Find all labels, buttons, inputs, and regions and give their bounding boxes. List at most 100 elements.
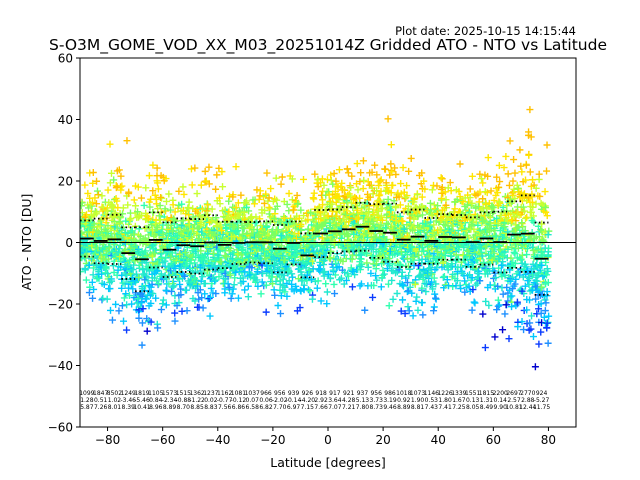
scatter-point	[246, 271, 254, 279]
scatter-point	[142, 184, 150, 192]
scatter-point	[208, 205, 216, 213]
scatter-point	[201, 167, 209, 175]
scatter-point	[117, 186, 125, 194]
x-tick-label: 60	[486, 433, 501, 447]
scatter-point	[225, 247, 233, 255]
scatter-point	[135, 225, 143, 233]
bin-mean-label: 5.13	[356, 397, 370, 404]
scatter-point	[273, 196, 281, 204]
scatter-point	[85, 289, 93, 297]
scatter-point	[169, 227, 177, 235]
bin-mean-label: 4.28	[342, 397, 356, 404]
scatter-point	[141, 276, 149, 284]
scatter-point	[137, 194, 145, 202]
scatter-point	[215, 194, 223, 202]
scatter-point	[82, 252, 90, 260]
scatter-point	[125, 190, 133, 198]
scatter-point	[182, 262, 190, 270]
scatter-point	[224, 280, 232, 288]
scatter-point	[163, 197, 171, 205]
scatter-point	[123, 137, 131, 145]
scatter-point	[146, 203, 154, 211]
scatter-point	[226, 271, 234, 279]
scatter-point	[148, 226, 156, 234]
scatter-point	[239, 264, 247, 272]
scatter-point	[112, 300, 120, 308]
scatter-point	[257, 290, 265, 298]
scatter-point	[262, 190, 270, 198]
scatter-point	[167, 267, 175, 275]
scatter-point	[84, 189, 92, 197]
scatter-point	[156, 202, 164, 210]
bin-mean-label: 0.53	[425, 397, 439, 404]
scatter-point	[265, 203, 273, 211]
scatter-point	[234, 227, 242, 235]
scatter-point	[89, 179, 97, 187]
scatter-point	[262, 281, 270, 289]
scatter-point	[152, 246, 160, 254]
scatter-point	[234, 294, 242, 302]
scatter-point	[199, 304, 207, 312]
scatter-point	[256, 192, 264, 200]
scatter-point	[162, 301, 170, 309]
x-axis-label: Latitude [degrees]	[270, 455, 386, 470]
scatter-point	[167, 206, 175, 214]
bin-mean-label: -1.22	[189, 397, 205, 404]
scatter-point	[152, 294, 160, 302]
scatter-point	[273, 202, 281, 210]
scatter-point	[89, 168, 97, 176]
scatter-point	[230, 233, 238, 241]
bin-mean-label: 1.28	[80, 397, 94, 404]
bin-std-label: 6.58	[246, 404, 260, 411]
scatter-point	[223, 223, 231, 231]
scatter-point	[229, 285, 237, 293]
scatter-point	[237, 191, 245, 199]
scatter-point	[149, 187, 157, 195]
bin-count-label: 917	[329, 390, 341, 397]
bin-std-label: 8.89	[163, 404, 177, 411]
scatter-point	[176, 280, 184, 288]
y-tick-label: −20	[48, 298, 73, 312]
scatter-point	[222, 268, 230, 276]
scatter-point	[90, 285, 98, 293]
scatter-point	[205, 294, 213, 302]
scatter-point	[85, 261, 93, 269]
scatter-point	[104, 186, 112, 194]
bin-mean-label: 0.07	[246, 397, 260, 404]
scatter-point	[152, 268, 160, 276]
scatter-point	[135, 273, 143, 281]
bin-std-label: 8.01	[108, 404, 122, 411]
x-tick-label: −80	[95, 433, 120, 447]
scatter-point	[191, 164, 199, 172]
scatter-point	[110, 176, 118, 184]
scatter-point	[230, 281, 238, 289]
scatter-point	[81, 181, 89, 189]
scatter-point	[161, 205, 169, 213]
scatter-point	[154, 179, 162, 187]
scatter-point	[261, 207, 269, 215]
scatter-point	[232, 203, 240, 211]
bin-std-label: 6.97	[287, 404, 301, 411]
scatter-point	[155, 262, 163, 270]
scatter-point	[120, 317, 128, 325]
bin-std-label: 7.70	[273, 404, 287, 411]
scatter-point	[175, 187, 183, 195]
scatter-point	[277, 180, 285, 188]
scatter-point	[197, 247, 205, 255]
scatter-point	[206, 312, 214, 320]
x-tick-label: −20	[260, 433, 285, 447]
bin-std-label: 7.07	[328, 404, 342, 411]
scatter-point	[219, 183, 227, 191]
scatter-point	[107, 169, 115, 177]
scatter-point	[156, 216, 164, 224]
scatter-point	[173, 302, 181, 310]
scatter-point	[265, 194, 273, 202]
scatter-point	[253, 268, 261, 276]
scatter-point	[171, 208, 179, 216]
scatter-point	[209, 249, 217, 257]
bin-std-label: 8.49	[480, 404, 494, 411]
y-axis-label: ATO - NTO [DU]	[19, 194, 34, 291]
scatter-point	[214, 251, 222, 259]
scatter-point	[178, 200, 186, 208]
x-tick-label: 0	[324, 433, 332, 447]
